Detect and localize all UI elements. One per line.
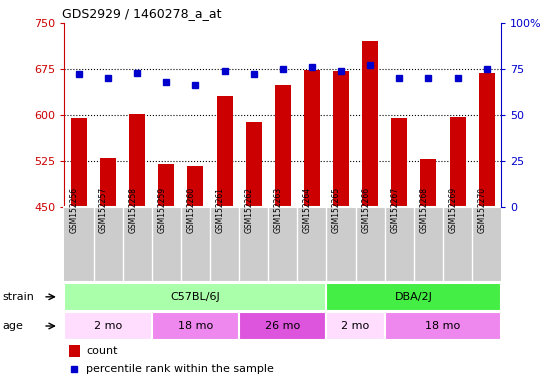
Text: GSM152265: GSM152265 [332,187,341,233]
Bar [217,96,232,384]
Bar [239,312,326,340]
Bar [188,166,203,384]
Bar [152,312,239,340]
Bar [421,159,436,384]
Text: 2 mo: 2 mo [342,321,370,331]
Bar [158,164,174,384]
Text: GSM152270: GSM152270 [478,187,487,233]
Text: GSM152260: GSM152260 [186,187,195,233]
Text: GSM152261: GSM152261 [216,187,225,233]
Text: DBA/2J: DBA/2J [395,292,433,302]
Bar [385,312,501,340]
Bar [333,71,349,384]
Text: GDS2929 / 1460278_a_at: GDS2929 / 1460278_a_at [62,7,222,20]
Bar [391,118,407,384]
Text: 26 mo: 26 mo [265,321,300,331]
Bar [275,86,291,384]
Bar [326,283,501,311]
Text: GSM152258: GSM152258 [128,187,137,233]
Text: 2 mo: 2 mo [94,321,122,331]
Text: GSM152268: GSM152268 [419,187,428,233]
Bar [479,73,494,384]
Text: GSM152257: GSM152257 [99,187,108,233]
Bar [64,312,152,340]
Text: GSM152256: GSM152256 [70,187,79,233]
Text: GSM152267: GSM152267 [390,187,399,233]
Bar [129,114,145,384]
Bar [69,345,80,357]
Text: age: age [3,321,24,331]
Text: C57BL/6J: C57BL/6J [171,292,220,302]
Text: count: count [86,346,118,356]
Bar [304,70,320,384]
Text: GSM152269: GSM152269 [449,187,458,233]
Text: GSM152259: GSM152259 [157,187,166,233]
Text: strain: strain [3,292,35,302]
Text: 18 mo: 18 mo [178,321,213,331]
Text: percentile rank within the sample: percentile rank within the sample [86,364,274,374]
Bar [64,283,326,311]
Bar [450,117,465,384]
Bar [100,158,116,384]
Text: 18 mo: 18 mo [426,321,460,331]
Text: GSM152264: GSM152264 [303,187,312,233]
Bar [362,41,378,384]
Bar [71,118,87,384]
Bar [326,312,385,340]
Text: GSM152262: GSM152262 [245,187,254,233]
Bar [246,122,262,384]
Text: GSM152266: GSM152266 [361,187,370,233]
Text: GSM152263: GSM152263 [274,187,283,233]
